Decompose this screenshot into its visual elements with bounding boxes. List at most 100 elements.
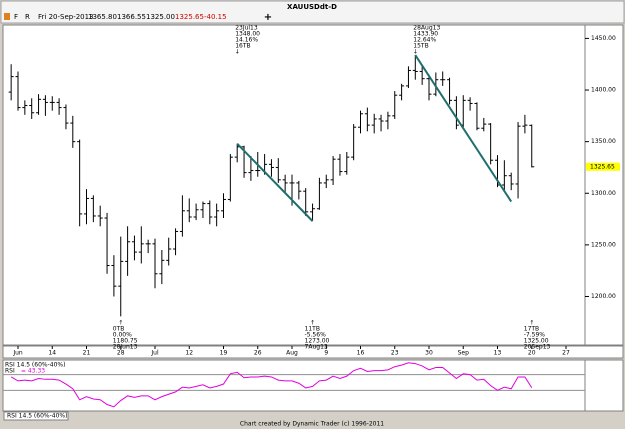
- date: Fri 20-Sep-2013: [38, 13, 94, 21]
- bar: [49, 96, 55, 111]
- rsi-axis: [584, 359, 624, 412]
- annotation-arrow: ↑: [529, 320, 534, 327]
- bar: [56, 98, 62, 115]
- bar: [296, 180, 302, 200]
- annotation-line: 1180.75: [113, 338, 138, 345]
- bar: [385, 111, 391, 130]
- x-tick-label: 14: [48, 350, 56, 357]
- bar: [501, 160, 507, 192]
- x-tick-label: Jul: [150, 350, 159, 357]
- x-tick-label: 19: [220, 350, 228, 357]
- x-tick-label: 12: [185, 350, 193, 357]
- bar: [193, 203, 199, 221]
- annotation-arrow: ↑: [310, 320, 315, 327]
- bar: [275, 158, 281, 183]
- icon: [4, 13, 10, 20]
- bar: [358, 110, 363, 134]
- bar: [419, 66, 425, 85]
- button[interactable]: F: [14, 13, 18, 21]
- bar: [8, 64, 14, 101]
- annotation-line: 17TB: [524, 326, 539, 333]
- bar: [29, 98, 35, 119]
- y-tick-label: 1350.00: [591, 138, 616, 145]
- bar: [474, 102, 480, 131]
- annotation-line: 11TB: [305, 326, 320, 333]
- x-tick-label: 26: [254, 350, 262, 357]
- bar: [515, 122, 521, 199]
- bar: [173, 228, 179, 256]
- bar: [412, 55, 418, 80]
- chart-title: XAUUSDdt-D: [287, 3, 337, 11]
- bar: [77, 139, 83, 227]
- bar: [200, 201, 206, 219]
- add-button[interactable]: +: [264, 12, 272, 23]
- bar: [36, 94, 42, 115]
- bar: [522, 114, 528, 134]
- bar: [227, 154, 233, 202]
- change: -40.15: [204, 13, 227, 21]
- rsi-readout: = 43.33: [21, 368, 45, 375]
- bar: [488, 123, 494, 165]
- trendline: [236, 143, 314, 222]
- bar: [22, 100, 28, 115]
- bar: [63, 104, 69, 130]
- tab-label[interactable]: RSI 14.5 (60%-40%): [7, 413, 67, 420]
- bar: [399, 83, 405, 101]
- annotation-line: 0TB: [113, 326, 125, 333]
- bar: [303, 188, 309, 216]
- bar: [152, 238, 158, 289]
- close: 1325.65: [175, 13, 204, 21]
- x-tick-label: 16: [357, 350, 365, 357]
- button[interactable]: R: [25, 13, 30, 21]
- footer: Chart created by Dynamic Trader (c) 1996…: [240, 421, 384, 428]
- bar: [426, 74, 432, 101]
- high: 1366.55: [117, 13, 146, 21]
- rsi-line: [10, 362, 533, 408]
- bar: [467, 97, 473, 111]
- bar: [118, 236, 124, 317]
- annotation-line: 20Sep13: [524, 344, 551, 351]
- bar: [104, 212, 110, 274]
- x-tick-label: 23: [391, 350, 399, 357]
- annotation-line: 1348.00: [235, 31, 260, 38]
- bar: [42, 95, 48, 116]
- rsi-title: RSI 14.5 (60%-40%): [5, 362, 65, 369]
- bar: [70, 115, 76, 148]
- annotation-line: 28Aug13: [413, 25, 440, 32]
- rsi-name: RSI: [5, 368, 15, 375]
- bar: [433, 72, 439, 97]
- bar: [310, 203, 316, 222]
- bar: [97, 205, 103, 227]
- bar: [405, 66, 411, 88]
- bar: [453, 96, 459, 130]
- bar: [268, 159, 274, 177]
- y-tick-label: 1200.00: [591, 293, 616, 300]
- bar: [90, 195, 96, 223]
- annotation-arrow: ↓: [413, 49, 418, 56]
- annotation-line: 12.64%: [413, 37, 436, 44]
- bar: [214, 203, 220, 227]
- annotation-line: 7Aug13: [305, 344, 328, 351]
- bar: [131, 235, 137, 261]
- annotation-line: -5.56%: [305, 332, 327, 339]
- annotation-line: 15TB: [413, 43, 428, 50]
- y-tick-label: 1300.00: [591, 190, 616, 197]
- annotation-arrow: ↑: [118, 320, 123, 327]
- bar: [371, 113, 377, 134]
- annotation-line: 28Jun13: [113, 344, 138, 351]
- bar: [179, 195, 185, 237]
- last-price-label: 1325.65: [590, 163, 615, 170]
- bar: [138, 226, 144, 264]
- x-tick-label: Jun: [12, 350, 23, 357]
- x-tick-label: 21: [83, 350, 91, 357]
- open: 1365.80: [88, 13, 117, 21]
- low: 1325.00: [146, 13, 175, 21]
- bar: [248, 156, 254, 181]
- annotation-line: -7.59%: [524, 332, 546, 339]
- x-tick-label: 30: [425, 350, 433, 357]
- annotation-line: 1273.00: [305, 338, 330, 345]
- time-axis: [2, 345, 624, 359]
- tab[interactable]: [3, 411, 69, 421]
- x-tick-label: 20: [528, 350, 536, 357]
- bar: [447, 77, 453, 105]
